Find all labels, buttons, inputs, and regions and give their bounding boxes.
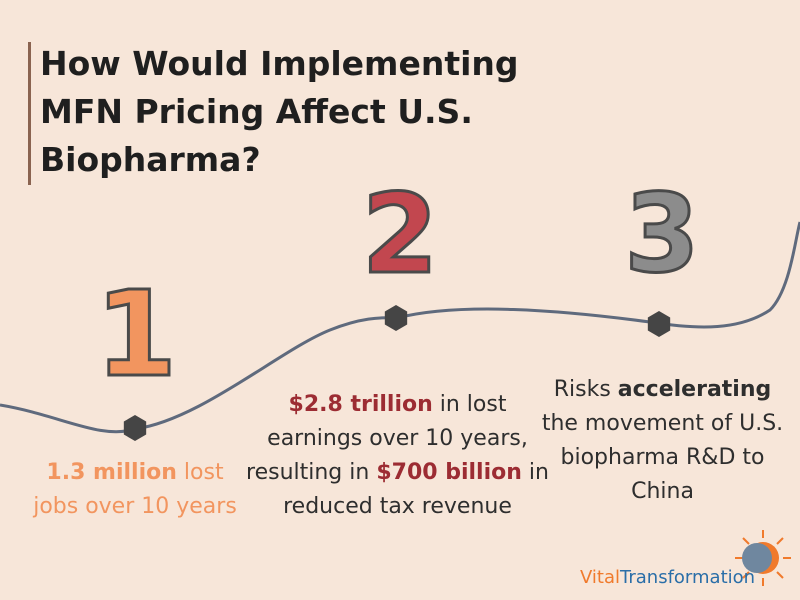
step-3-number: 3: [623, 171, 701, 299]
step-1-number: 1: [94, 264, 179, 405]
step-2-highlight-2: $700 billion: [376, 460, 522, 485]
step-3-marker: [647, 311, 671, 337]
step-2-text-1: in lost earnings over 10 years, resultin…: [246, 392, 528, 485]
step-2-caption: $2.8 trillion in lost earnings over 10 y…: [245, 388, 550, 524]
title-line-3: Biopharma?: [40, 140, 261, 179]
step-2-highlight-1: $2.8 trillion: [288, 392, 433, 417]
step-2-text-2: in reduced tax revenue: [283, 460, 549, 519]
title-accent-bar: [28, 42, 31, 185]
step-1-highlight: 1.3 million: [46, 460, 177, 485]
step-3-highlight: accelerating: [617, 377, 772, 402]
title-line-2: MFN Pricing Affect U.S.: [40, 92, 473, 131]
title-line-1: How Would Implementing: [40, 44, 519, 83]
logo-word-transformation: Transformation: [620, 567, 756, 588]
step-3-text-after: the movement of U.S. biopharma R&D to Ch…: [541, 411, 784, 504]
step-1-caption: 1.3 million lost jobs over 10 years: [30, 456, 240, 524]
step-1-marker: [123, 415, 147, 441]
step-3-caption: Risks accelerating the movement of U.S. …: [535, 373, 790, 509]
logo-wordmark: VitalTransformation: [580, 568, 755, 588]
step-2-number: 2: [360, 169, 440, 300]
step-3-text-before: Risks: [553, 377, 618, 402]
step-2-marker: [384, 305, 408, 331]
sun-eclipse-icon: [735, 530, 791, 586]
step-1-text: lost jobs over 10 years: [33, 460, 237, 519]
logo-word-vital: Vital: [580, 567, 621, 588]
page-title: How Would Implementing MFN Pricing Affec…: [40, 40, 560, 184]
